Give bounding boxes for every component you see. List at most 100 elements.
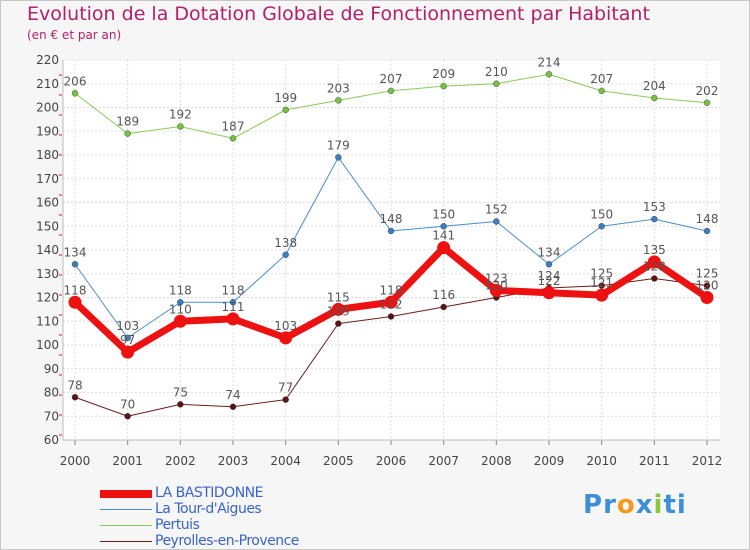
data-label: 192 bbox=[169, 108, 192, 122]
chart-title: Evolution de la Dotation Globale de Fonc… bbox=[27, 3, 650, 25]
data-label: 74 bbox=[225, 388, 240, 402]
x-tick-label: 2002 bbox=[165, 454, 196, 468]
y-tick-label: 100 bbox=[36, 338, 59, 352]
y-tick-label: 140 bbox=[36, 243, 59, 257]
data-point bbox=[226, 312, 240, 326]
data-label: 109 bbox=[327, 305, 350, 319]
logo-letter: x bbox=[635, 490, 654, 520]
data-point bbox=[703, 99, 711, 106]
data-label: 122 bbox=[538, 274, 561, 288]
logo-letter: t bbox=[663, 490, 677, 520]
data-label: 120 bbox=[696, 279, 719, 293]
data-label: 214 bbox=[538, 55, 561, 69]
logo-letter: P bbox=[583, 490, 604, 520]
data-label: 103 bbox=[116, 319, 139, 333]
data-point bbox=[651, 275, 658, 282]
data-point bbox=[282, 251, 289, 258]
data-point bbox=[493, 80, 500, 87]
data-label: 128 bbox=[643, 260, 666, 274]
data-point bbox=[703, 227, 711, 235]
data-label: 148 bbox=[696, 212, 719, 226]
data-label: 134 bbox=[64, 245, 87, 259]
data-label: 150 bbox=[432, 207, 455, 221]
data-point bbox=[335, 97, 342, 104]
data-point bbox=[542, 286, 556, 300]
legend-label: LA BASTIDONNE bbox=[155, 485, 264, 501]
data-point bbox=[387, 227, 395, 235]
x-tick-label: 2003 bbox=[218, 454, 249, 468]
data-label: 204 bbox=[643, 79, 666, 93]
y-tick-label: 90 bbox=[44, 362, 59, 376]
y-tick-label: 220 bbox=[36, 53, 59, 67]
data-point bbox=[598, 223, 605, 230]
chart-subtitle: (en € et par an) bbox=[27, 28, 122, 42]
data-point bbox=[647, 255, 661, 269]
x-tick-label: 2007 bbox=[428, 454, 459, 468]
data-label: 148 bbox=[380, 212, 403, 226]
data-point bbox=[229, 299, 237, 306]
x-tick-label: 2005 bbox=[323, 454, 354, 468]
data-point bbox=[387, 313, 395, 320]
x-tick-label: 2004 bbox=[270, 454, 301, 468]
data-point bbox=[700, 291, 714, 304]
data-point bbox=[177, 123, 184, 130]
data-label: 70 bbox=[120, 397, 135, 411]
data-label: 202 bbox=[696, 84, 719, 98]
proxiti-logo: Proxiti bbox=[583, 490, 687, 520]
data-label: 118 bbox=[64, 283, 87, 297]
data-point bbox=[651, 94, 658, 102]
x-tick-label: 2006 bbox=[376, 454, 407, 468]
data-point bbox=[282, 396, 289, 403]
data-label: 141 bbox=[432, 229, 455, 243]
data-label: 199 bbox=[274, 91, 297, 105]
data-label: 124 bbox=[538, 269, 561, 283]
data-point bbox=[440, 303, 447, 311]
x-tick-label: 2010 bbox=[586, 454, 617, 468]
x-tick-label: 2008 bbox=[481, 454, 512, 468]
data-point bbox=[68, 295, 82, 309]
data-point bbox=[651, 215, 658, 223]
legend-swatch bbox=[100, 525, 152, 526]
data-label: 77 bbox=[278, 381, 293, 395]
data-label: 150 bbox=[590, 207, 613, 221]
y-tick-label: 160 bbox=[36, 196, 59, 210]
legend-label: La Tour-d'Aigues bbox=[155, 501, 262, 517]
x-tick-label: 2001 bbox=[112, 454, 143, 468]
data-point bbox=[282, 106, 289, 114]
data-label: 203 bbox=[327, 81, 350, 95]
data-label: 179 bbox=[327, 138, 350, 152]
data-point bbox=[177, 401, 184, 408]
y-tick-label: 130 bbox=[36, 267, 59, 281]
data-label: 112 bbox=[380, 298, 403, 312]
y-tick-label: 150 bbox=[36, 219, 59, 233]
legend-label: Peyrolles-en-Provence bbox=[155, 533, 299, 549]
data-point bbox=[335, 154, 342, 161]
data-point bbox=[71, 394, 79, 401]
y-tick-label: 210 bbox=[36, 77, 59, 91]
data-label: 120 bbox=[485, 279, 508, 293]
data-label: 97 bbox=[120, 333, 135, 347]
logo-letter: i bbox=[676, 490, 687, 520]
data-point bbox=[440, 82, 447, 90]
data-point bbox=[489, 283, 503, 297]
data-label: 123 bbox=[485, 271, 508, 285]
data-label: 75 bbox=[173, 385, 188, 399]
data-label: 209 bbox=[432, 67, 455, 81]
data-label: 152 bbox=[485, 203, 508, 217]
data-label: 125 bbox=[696, 267, 719, 281]
data-point bbox=[229, 135, 237, 142]
data-point bbox=[595, 288, 609, 302]
data-label: 121 bbox=[590, 276, 613, 290]
data-point bbox=[173, 314, 187, 328]
data-point bbox=[279, 331, 293, 345]
x-tick-label: 2009 bbox=[534, 454, 565, 468]
y-tick-label: 80 bbox=[44, 386, 59, 400]
data-label: 138 bbox=[274, 236, 297, 250]
data-point bbox=[124, 413, 131, 420]
y-tick-label: 200 bbox=[36, 101, 59, 115]
logo-letter: r bbox=[603, 490, 617, 520]
data-label: 115 bbox=[327, 290, 350, 304]
data-label: 103 bbox=[274, 319, 297, 333]
data-label: 118 bbox=[222, 283, 245, 297]
data-point bbox=[177, 299, 184, 306]
